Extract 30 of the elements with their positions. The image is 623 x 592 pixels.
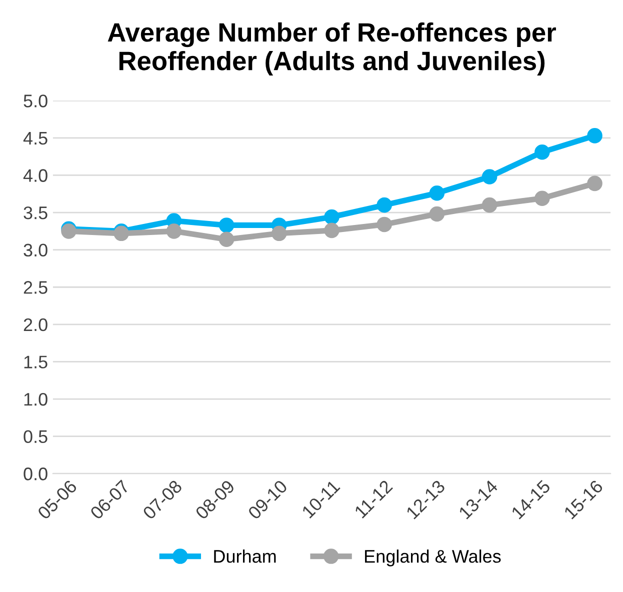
chart-title: Average Number of Re-offences per Reoffender (Adults and Juveniles) xyxy=(108,22,556,76)
point xyxy=(482,197,498,213)
y-tick-label: 1.0 xyxy=(24,392,48,406)
point xyxy=(218,232,234,248)
y-tick-label: 0.5 xyxy=(24,430,48,444)
point xyxy=(482,169,498,184)
legend-label: England & Wales xyxy=(365,550,501,566)
point xyxy=(587,176,602,192)
y-tick-label: 2.5 xyxy=(24,281,48,294)
point xyxy=(534,190,550,206)
y-tick-label: 1.5 xyxy=(24,356,48,368)
point xyxy=(218,218,234,233)
point xyxy=(429,185,445,201)
y-tick-label: 3.0 xyxy=(24,244,48,257)
y-tick-label: 5.0 xyxy=(24,94,48,108)
point xyxy=(376,197,392,213)
y-tick-label: 4.0 xyxy=(23,169,48,182)
point xyxy=(429,206,445,222)
point xyxy=(166,224,182,239)
y-tick-label: 2.0 xyxy=(24,318,48,332)
point xyxy=(272,226,287,242)
point xyxy=(324,209,340,225)
point xyxy=(376,216,392,232)
y-tick-label: 4.5 xyxy=(23,132,48,145)
legend-label: Durham xyxy=(214,550,276,563)
point xyxy=(587,128,602,144)
point xyxy=(534,144,550,160)
y-tick-label: 3.5 xyxy=(24,206,48,220)
y-tick-label: 0.0 xyxy=(24,468,48,480)
point xyxy=(324,222,340,238)
